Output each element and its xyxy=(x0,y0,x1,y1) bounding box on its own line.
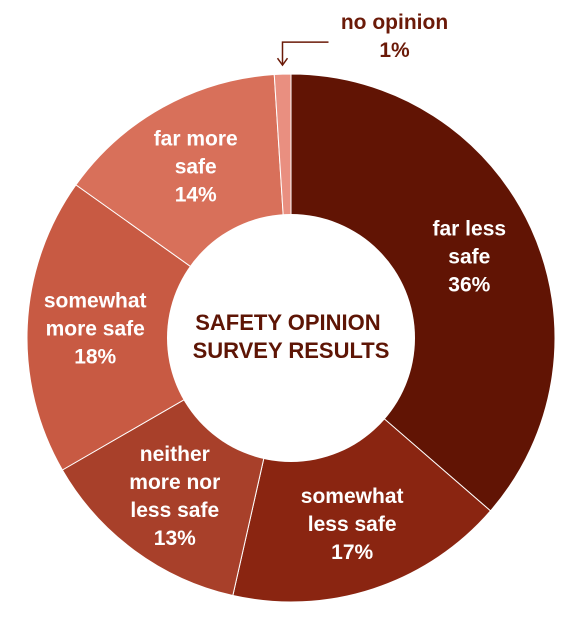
no-opinion-callout: no opinion 1% xyxy=(276,11,448,67)
slice-label-line: safe xyxy=(448,246,490,269)
slice-label-line: less safe xyxy=(308,513,397,536)
slice-label-line: safe xyxy=(175,156,217,179)
slice-label-line: somewhat xyxy=(301,485,404,508)
callout-leader-line xyxy=(281,41,329,65)
slice-far-less-safe xyxy=(290,73,556,512)
callout-arrowhead xyxy=(276,57,289,67)
slice-label-far-more-safe: far more safe 14% xyxy=(154,128,238,207)
slice-value: 14% xyxy=(175,184,217,207)
chart-title: SAFETY OPINION SURVEY RESULTS xyxy=(193,310,390,363)
slice-value: 18% xyxy=(74,346,116,369)
slice-label-line: neither xyxy=(140,443,210,466)
chart-title-line-2: SURVEY RESULTS xyxy=(193,338,390,363)
slice-label-somewhat-less-safe: somewhat less safe 17% xyxy=(301,485,404,564)
slice-labels: far less safe 36% somewhat less safe 17% neith… xyxy=(44,128,506,564)
slice-label-somewhat-more-safe: somewhat more safe 18% xyxy=(44,290,147,369)
callout-value: 1% xyxy=(379,39,410,62)
donut-hole xyxy=(167,214,415,462)
callout-label-no-opinion: no opinion 1% xyxy=(341,11,448,62)
slice-label-line: more nor xyxy=(129,471,220,494)
chart-title-line-1: SAFETY OPINION xyxy=(195,310,380,335)
slice-label-line: far more xyxy=(154,128,238,151)
slice-label-line: less safe xyxy=(130,499,219,522)
slice-value: 17% xyxy=(331,541,373,564)
slice-value: 13% xyxy=(154,527,196,550)
slice-somewhat-more-safe xyxy=(26,184,292,471)
callout-label-line: no opinion xyxy=(341,11,448,34)
slice-label-neither-more-nor-less-safe: neither more nor less safe 13% xyxy=(129,443,220,550)
slice-value: 36% xyxy=(448,274,490,297)
slice-label-line: more safe xyxy=(46,318,145,341)
slice-label-far-less-safe: far less safe 36% xyxy=(433,218,507,297)
slice-label-line: far less xyxy=(433,218,507,241)
slice-label-line: somewhat xyxy=(44,290,147,313)
